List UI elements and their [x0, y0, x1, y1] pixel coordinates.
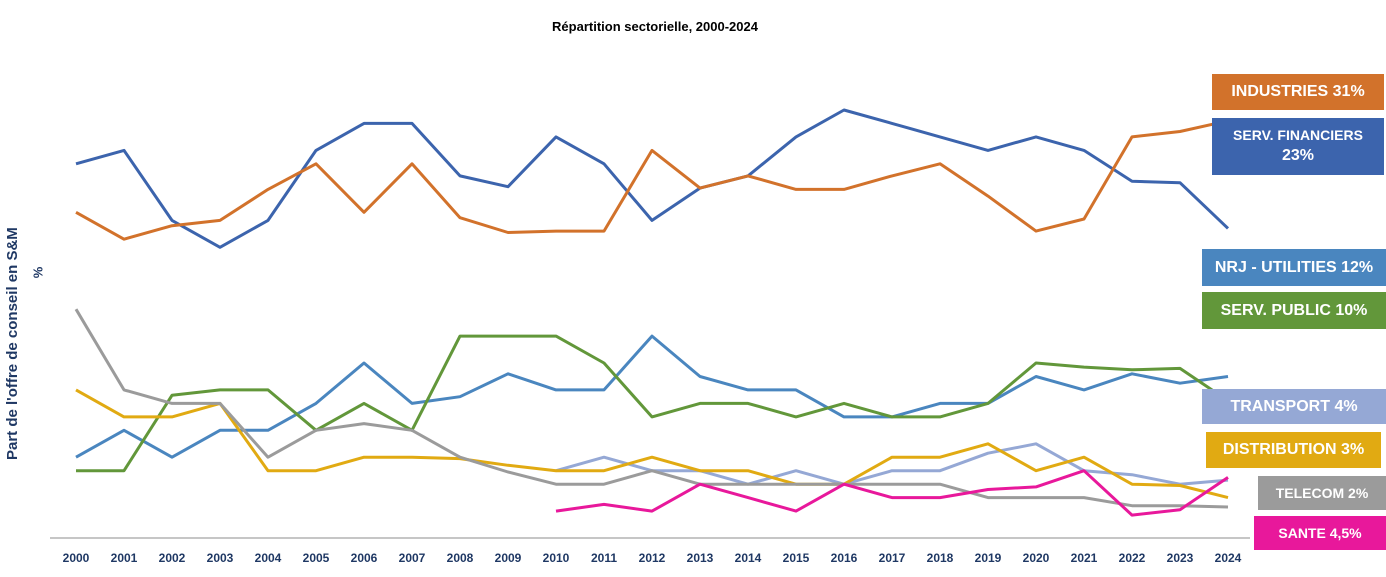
series-line [74, 308, 1229, 509]
x-tick-label: 2003 [207, 551, 234, 565]
series-label-text: TELECOM 2% [1275, 484, 1369, 501]
series-label-public: SERV. PUBLIC 10% [1202, 292, 1386, 329]
series-label-sante: SANTE 4,5% [1254, 516, 1386, 550]
series-label-telecom: TELECOM 2% [1258, 476, 1386, 510]
series-label-industries: INDUSTRIES 31% [1212, 74, 1384, 110]
x-tick-label: 2004 [255, 551, 282, 565]
x-tick-label: 2023 [1167, 551, 1194, 565]
x-tick-label: 2022 [1119, 551, 1146, 565]
x-tick-label: 2000 [63, 551, 90, 565]
series-label-text: INDUSTRIES 31% [1231, 83, 1365, 101]
chart-title: Répartition sectorielle, 2000-2024 [552, 19, 758, 34]
series-line [75, 108, 1230, 249]
series-label-text: SERV. PUBLIC 10% [1220, 301, 1368, 319]
x-tick-label: 2002 [159, 551, 186, 565]
x-tick-label: 2020 [1023, 551, 1050, 565]
series-label-distribution: DISTRIBUTION 3% [1206, 432, 1381, 468]
series-label-financiers: SERV. FINANCIERS 23% [1212, 118, 1384, 175]
x-tick-label: 2018 [927, 551, 954, 565]
x-tick-label: 2011 [591, 551, 617, 565]
x-tick-label: 2021 [1071, 551, 1098, 565]
series-line [555, 469, 1229, 517]
x-tick-label: 2014 [735, 551, 762, 565]
series-line [555, 442, 1229, 486]
x-tick-label: 2008 [447, 551, 474, 565]
x-tick-label: 2007 [399, 551, 426, 565]
x-tick-label: 2024 [1215, 551, 1242, 565]
series-label-text: SERV. FINANCIERS [1233, 127, 1363, 144]
series-label-text: 23% [1281, 147, 1315, 165]
x-tick-label: 2001 [111, 551, 138, 565]
x-tick-label: 2005 [303, 551, 330, 565]
x-tick-label: 2017 [879, 551, 906, 565]
series-label-text: SANTE 4,5% [1278, 524, 1362, 541]
series-line [75, 119, 1229, 241]
series-label-transport: TRANSPORT 4% [1202, 389, 1386, 424]
series-line [75, 388, 1229, 500]
series-label-text: TRANSPORT 4% [1230, 397, 1358, 415]
x-tick-label: 2009 [495, 551, 522, 565]
x-tick-label: 2016 [831, 551, 858, 565]
x-tick-label: 2019 [975, 551, 1002, 565]
series-label-text: NRJ - UTILITIES 12% [1214, 258, 1374, 276]
series-label-nrj: NRJ - UTILITIES 12% [1202, 249, 1386, 286]
series-label-text: DISTRIBUTION 3% [1222, 441, 1365, 459]
x-tick-label: 2015 [783, 551, 810, 565]
x-tick-label: 2012 [639, 551, 666, 565]
series-line [76, 334, 1229, 473]
x-tick-label: 2010 [543, 551, 570, 565]
series-line [75, 334, 1229, 459]
x-tick-label: 2013 [687, 551, 714, 565]
x-tick-label: 2006 [351, 551, 378, 565]
